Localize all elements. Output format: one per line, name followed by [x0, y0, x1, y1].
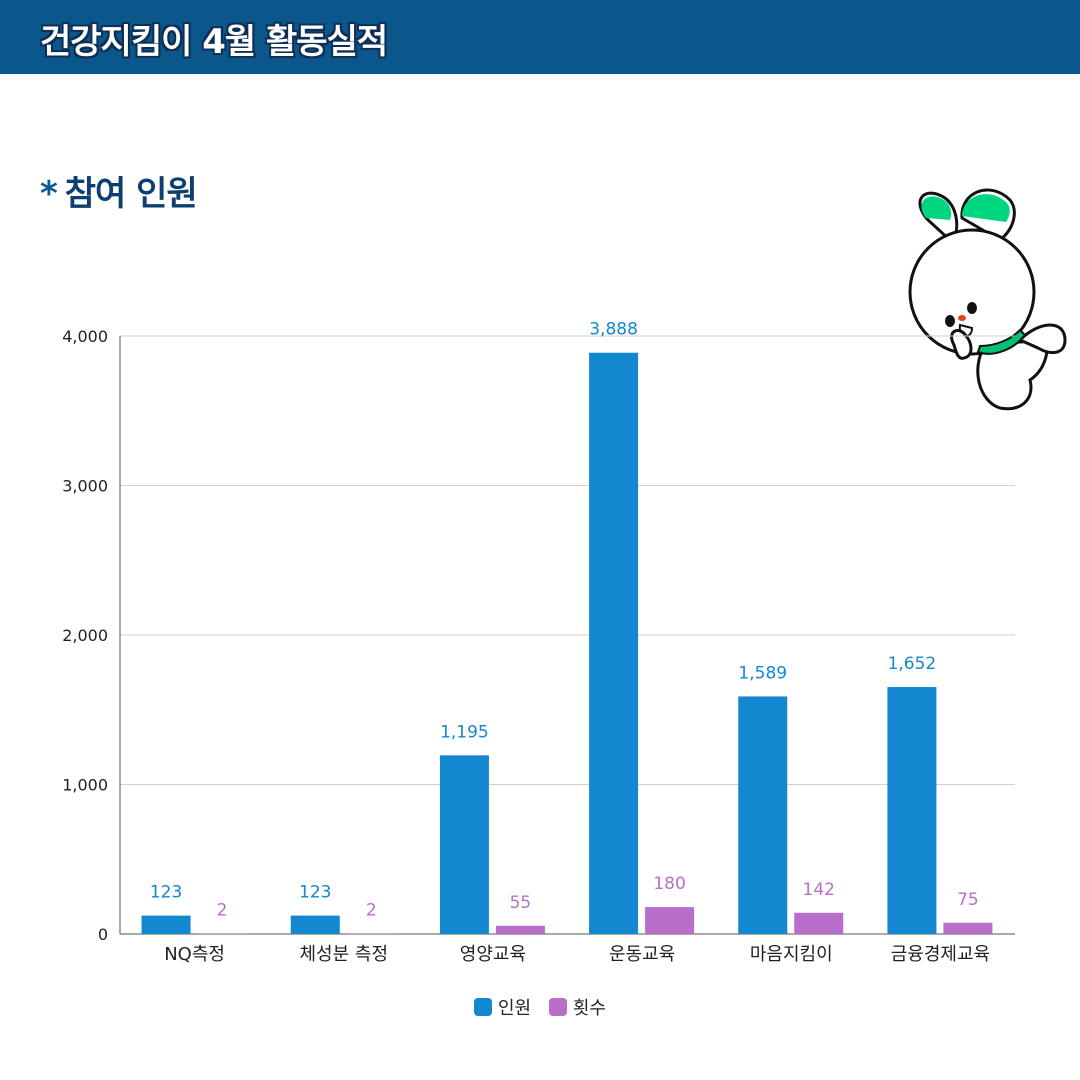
x-tick-label: 체성분 측정 — [299, 944, 388, 965]
bar-series2 — [943, 922, 993, 934]
bar-chart: 0 1,000 2,000 3,000 4,000 123 2 NQ측정 123 2 체성분 측정 1… — [62, 320, 1015, 965]
legend-item-series1: 인원 — [474, 994, 531, 1020]
data-label: 3,888 — [589, 320, 638, 340]
legend-swatch-series2 — [548, 998, 567, 1016]
data-label: 1,589 — [738, 663, 787, 683]
data-label: 142 — [803, 880, 835, 900]
data-label: 75 — [957, 890, 979, 910]
bar-series2 — [794, 912, 844, 934]
chart-legend: 인원 횟수 — [0, 994, 1080, 1021]
x-tick-label: 마음지킴이 — [750, 944, 833, 965]
bar-series1 — [589, 352, 639, 934]
x-tick-label: NQ측정 — [164, 944, 225, 965]
bar-series1 — [439, 755, 489, 934]
legend-label-series2: 횟수 — [572, 998, 606, 1019]
section-title: * 참여 인원 — [40, 166, 198, 215]
data-label: 180 — [653, 874, 685, 894]
y-tick-label: 2,000 — [62, 626, 108, 645]
x-tick-label: 영양교육 — [460, 944, 526, 965]
rabbit-mascot-icon — [908, 188, 1067, 411]
data-label: 55 — [510, 893, 532, 913]
data-label: 2 — [217, 901, 228, 921]
page-title: 건강지킴이 4월 활동실적 — [40, 22, 388, 62]
y-tick-label: 0 — [98, 925, 108, 944]
header-bar: 건강지킴이 4월 활동실적 — [0, 0, 1080, 74]
data-label: 2 — [366, 901, 377, 921]
asterisk-icon: * — [40, 174, 58, 214]
bar-series1 — [141, 915, 191, 934]
legend-swatch-series1 — [474, 998, 492, 1016]
legend-label-series1: 인원 — [498, 998, 532, 1019]
bar-series1 — [738, 696, 788, 934]
section-title-text: 참여 인원 — [64, 174, 198, 214]
bar-series2 — [645, 907, 695, 934]
data-label: 123 — [150, 883, 182, 903]
data-label: 1,195 — [440, 722, 489, 742]
y-tick-label: 1,000 — [62, 776, 108, 795]
data-label: 1,652 — [888, 654, 937, 674]
legend-item-series2: 횟수 — [548, 994, 606, 1020]
data-label: 123 — [299, 883, 331, 903]
bar-series2 — [495, 925, 545, 934]
y-tick-label: 4,000 — [62, 327, 108, 346]
x-tick-label: 금융경제교육 — [891, 944, 990, 965]
y-tick-label: 3,000 — [62, 477, 108, 496]
bar-series1 — [290, 915, 340, 934]
x-tick-label: 운동교육 — [609, 944, 675, 965]
bar-series1 — [887, 687, 937, 934]
